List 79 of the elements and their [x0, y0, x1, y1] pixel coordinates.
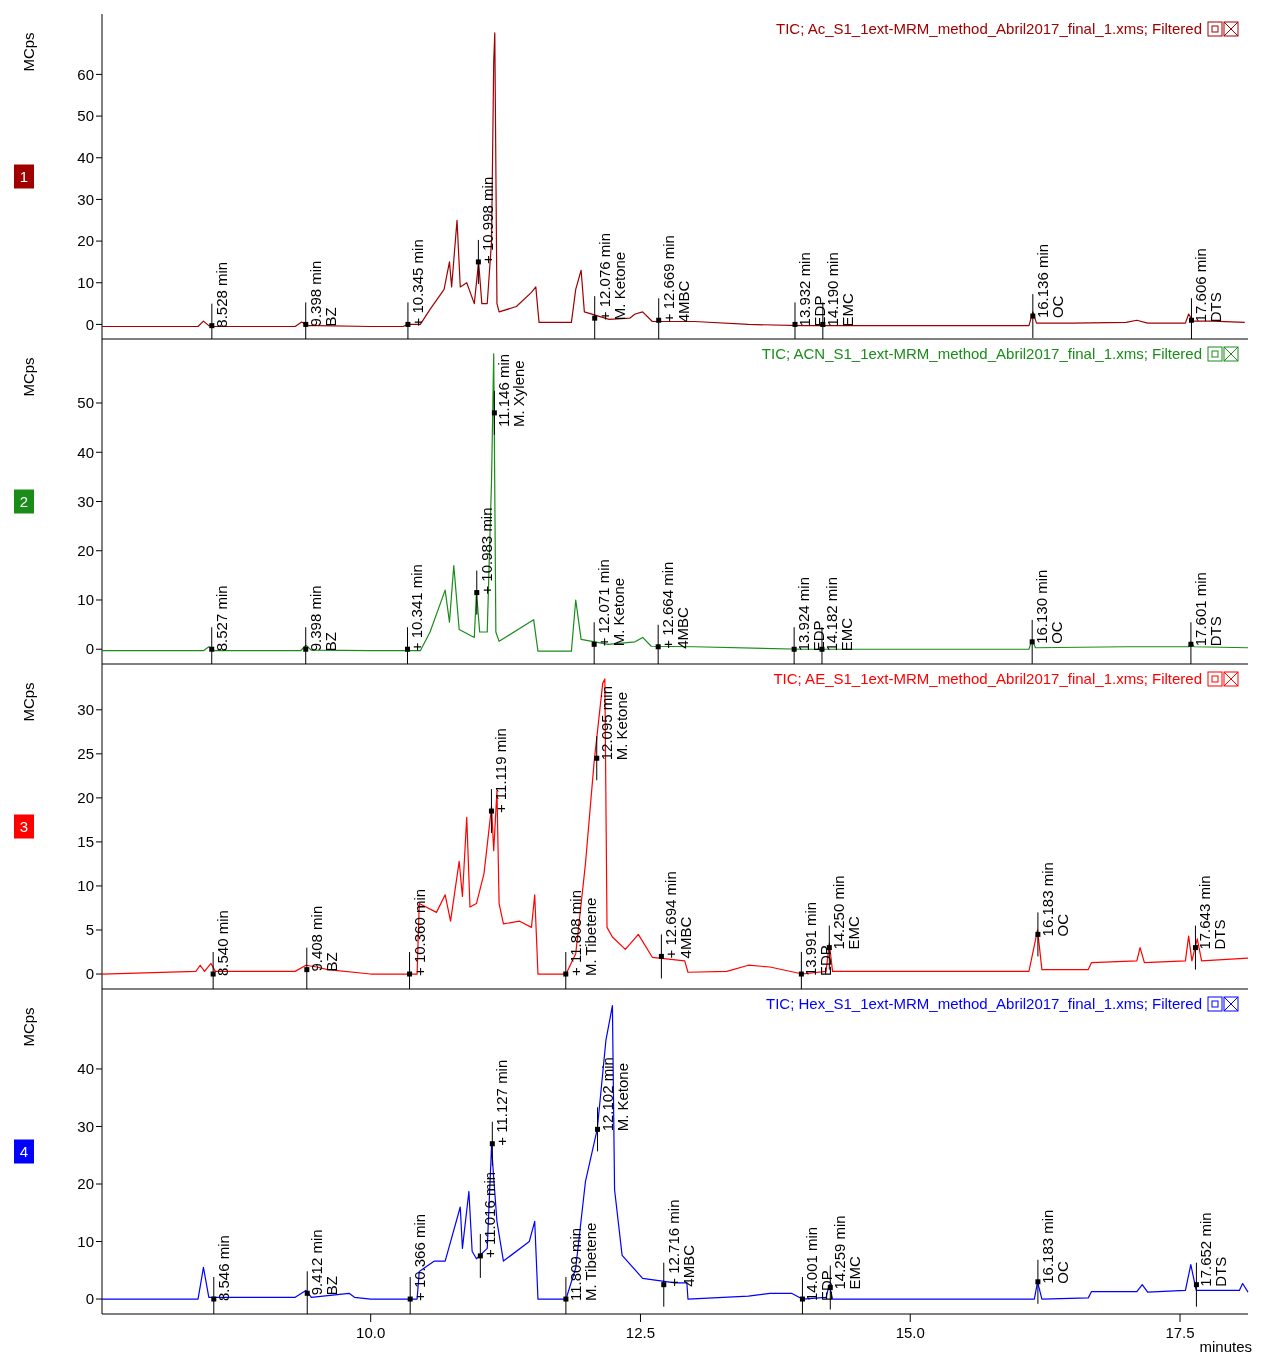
chart-title: TIC; Ac_S1_1ext-MRM_method_Abril2017_final_1.xms; Filtered	[775, 20, 1202, 37]
annotation: + 10.360 min	[410, 888, 428, 977]
text: 3	[19, 817, 29, 835]
annotation: 8.528 min	[212, 261, 230, 328]
x-tick-label: 10.0	[356, 1324, 386, 1341]
annotation: 9.408 min BZ	[307, 905, 340, 972]
y-tick-label: 25	[77, 745, 94, 763]
y-tick-label: 40	[77, 1060, 94, 1078]
y-tick-label: 50	[77, 107, 94, 125]
annotation: 11.809 min M. Tibetene	[566, 1222, 599, 1302]
y-tick-label: 30	[77, 190, 94, 208]
annotation: 8.527 min	[212, 585, 230, 652]
x-axis-title: minutes	[1199, 1338, 1252, 1355]
annotation: 16.130 min OC	[1033, 569, 1066, 644]
y-tick-label: 20	[77, 789, 94, 807]
y-tick-label: 20	[77, 1175, 94, 1193]
annotation: 9.412 min BZ	[308, 1229, 341, 1296]
annotation: 17.643 min DTS	[1196, 875, 1229, 950]
y-axis-title: MCps	[20, 1007, 37, 1047]
annotation: 9.398 min BZ	[306, 260, 339, 327]
y-tick-label: 5	[85, 921, 94, 939]
chart-title: TIC; ACN_S1_1ext-MRM_method_Abril2017_final_1.xms; Filtered	[761, 345, 1202, 362]
y-tick-label: 20	[77, 541, 94, 559]
y-tick-label: 10	[77, 274, 94, 291]
y-tick-label: 10	[77, 1232, 94, 1250]
annotation: + 11.119 min	[492, 728, 510, 814]
y-tick-label: 0	[85, 965, 94, 983]
annotation: 17.601 min DTS	[1191, 572, 1224, 647]
annotation: + 11.127 min	[493, 1059, 511, 1146]
text: 1	[19, 167, 29, 185]
y-axis-title: MCps	[20, 357, 37, 397]
annotation: + 10.998 min	[479, 176, 497, 264]
annotation: 12.095 min M. Ketone	[597, 686, 630, 761]
annotation: + 12.071 min M. Ketone	[595, 559, 628, 647]
annotation: + 12.669 min 4MBC	[659, 235, 692, 323]
annotation: + 10.366 min	[411, 1213, 429, 1302]
annotation: + 10.345 min	[408, 239, 426, 327]
x-tick-label: 17.5	[1165, 1324, 1195, 1341]
y-tick-label: 0	[85, 315, 94, 333]
x-tick-label: 15.0	[895, 1324, 925, 1341]
annotation: 8.546 min	[214, 1235, 232, 1302]
y-tick-label: 30	[77, 492, 94, 510]
y-tick-label: 30	[77, 1117, 94, 1135]
y-tick-label: 50	[77, 394, 94, 412]
annotation: + 12.694 min 4MBC	[662, 871, 695, 959]
annotation: + 10.983 min	[477, 507, 495, 595]
y-axis-title: MCps	[20, 32, 37, 72]
y-tick-label: 20	[77, 232, 94, 250]
annotation: 17.652 min DTS	[1197, 1212, 1230, 1287]
annotation: 8.540 min	[214, 910, 232, 977]
chart-title: TIC; AE_S1_1ext-MRM_method_Abril2017_final_1.xms; Filtered	[773, 670, 1202, 687]
text: 2	[19, 492, 29, 510]
text: 4	[19, 1142, 29, 1160]
annotation: 16.183 min OC	[1038, 1209, 1071, 1284]
annotation: 17.606 min DTS	[1192, 248, 1225, 323]
y-tick-label: 15	[77, 833, 94, 851]
y-tick-label: 60	[77, 65, 94, 83]
y-tick-label: 10	[77, 591, 94, 609]
annotation: + 11.808 min M. Tibetene	[566, 890, 599, 977]
y-tick-label: 40	[77, 149, 94, 166]
y-tick-label: 0	[85, 640, 94, 658]
y-axis-title: MCps	[20, 682, 37, 722]
y-tick-label: 10	[77, 877, 94, 895]
y-tick-label: 30	[77, 701, 94, 719]
x-tick-label: 12.5	[625, 1324, 656, 1341]
annotation: 14.259 min EMC	[831, 1215, 864, 1290]
chart-title: TIC; Hex_S1_1ext-MRM_method_Abril2017_final_1.xms; Filtered	[765, 995, 1202, 1012]
annotation: 11.146 min M. Xylene	[495, 353, 528, 427]
annotation: + 12.076 min M. Ketone	[595, 233, 628, 321]
y-tick-label: 40	[77, 443, 94, 461]
annotation: + 10.341 min	[408, 564, 426, 652]
annotation: 12.102 min M. Ketone	[598, 1057, 631, 1132]
annotation: + 12.716 min 4MBC	[664, 1199, 697, 1287]
annotation: 16.183 min OC	[1038, 862, 1071, 937]
annotation: + 11.016 min	[481, 1171, 499, 1258]
annotation: + 12.664 min 4MBC	[659, 561, 692, 649]
y-tick-label: 0	[85, 1290, 94, 1308]
annotation: 16.136 min OC	[1033, 243, 1066, 319]
annotation: 9.398 min BZ	[306, 585, 339, 652]
